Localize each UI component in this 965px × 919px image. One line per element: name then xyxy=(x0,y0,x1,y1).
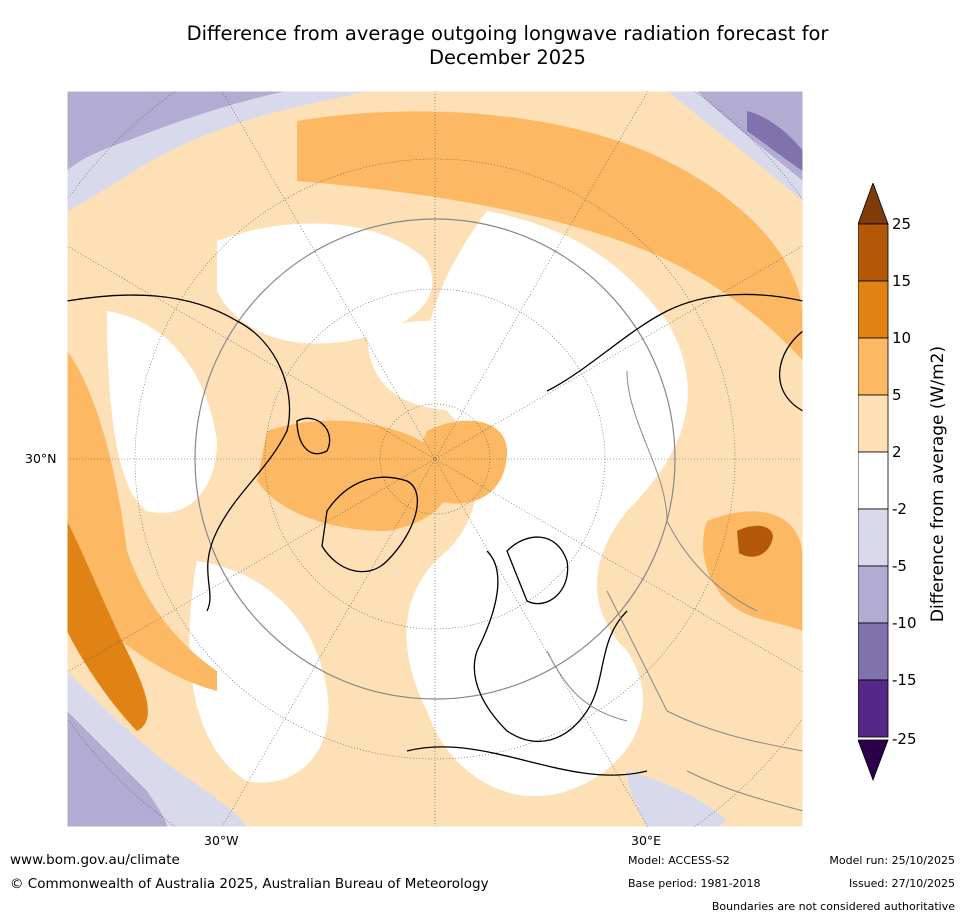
colorbar-segment-neg25-neg15 xyxy=(857,679,889,738)
anomaly-neg5-neg10-northwest xyxy=(67,91,287,171)
footer-copyright: © Commonwealth of Australia 2025, Austra… xyxy=(10,876,489,892)
footer-issued: Issued: 27/10/2025 xyxy=(848,877,955,890)
neutral-region-north-pacific xyxy=(217,223,433,344)
coastline-mediterranean xyxy=(406,746,648,776)
anomaly-5-10-asia xyxy=(703,511,803,631)
map-canvas xyxy=(67,91,803,827)
neutral-region-north-america xyxy=(107,311,217,513)
colorbar-segment-over xyxy=(857,181,889,225)
title-line-2: December 2025 xyxy=(429,46,586,69)
coastline-north-america xyxy=(67,294,291,612)
colorbar-title: Difference from average (W/m2) xyxy=(928,345,948,623)
anomaly-5-10-pacific-band xyxy=(297,111,803,361)
colorbar-tick: 5 xyxy=(892,386,902,404)
lat-label-30n: 30°N xyxy=(25,451,57,466)
colorbar-segment-neg5-neg2 xyxy=(857,508,889,567)
footer-base-period: Base period: 1981-2018 xyxy=(628,877,761,890)
coastline-greenland xyxy=(321,476,419,573)
colorbar-tick: -10 xyxy=(892,614,917,632)
colorbar-tick: 2 xyxy=(892,443,902,461)
lon-label-30e: 30°E xyxy=(631,833,662,848)
neutral-region-atlantic xyxy=(189,561,329,783)
map-title: Difference from average outgoing longwav… xyxy=(120,22,895,70)
footer-website: www.bom.gov.au/climate xyxy=(10,852,180,868)
colorbar-segment-neg2-2 xyxy=(857,451,889,510)
colorbar-tick: -25 xyxy=(892,730,917,748)
coastline-russia xyxy=(546,293,803,392)
neutral-region-arctic xyxy=(367,320,553,411)
colorbar-segment-under xyxy=(857,739,889,782)
colorbar-segment-2-5 xyxy=(857,394,889,453)
graticule xyxy=(67,91,803,827)
colorbar-svg xyxy=(857,181,889,782)
coastlines xyxy=(67,293,803,776)
footer-model-run: Model run: 25/10/2025 xyxy=(829,854,955,867)
colorbar-segment-15-25 xyxy=(857,223,889,282)
colorbar-segment-neg10-neg5 xyxy=(857,565,889,624)
anomaly-15-25-asia xyxy=(737,525,773,557)
colorbar-segment-neg15-neg10 xyxy=(857,622,889,681)
colorbar-tick: 10 xyxy=(892,329,912,347)
coastline-asia-east xyxy=(778,330,803,412)
polar-map xyxy=(67,91,803,827)
colorbar-segment-10-15 xyxy=(857,280,889,339)
anomaly-neg10-neg15-northeast xyxy=(747,111,803,171)
colorbar-tick: 25 xyxy=(892,215,912,233)
colorbar: 25 15 10 5 2 -2 -5 -10 -15 -25 xyxy=(857,181,958,783)
footer-model: Model: ACCESS-S2 xyxy=(628,854,730,867)
colorbar-tick: -15 xyxy=(892,671,917,689)
anomaly-neg2-neg5-southeast xyxy=(627,771,727,827)
anomaly-neg5-neg10-southwest xyxy=(67,711,167,827)
coastline-europe xyxy=(473,550,628,743)
coastline-scandinavia xyxy=(506,536,569,605)
colorbar-tick: -5 xyxy=(892,557,907,575)
colorbar-tick: -2 xyxy=(892,500,907,518)
colorbar-segment-5-10 xyxy=(857,337,889,396)
latitude-circle-30n xyxy=(194,218,676,700)
coastline-canadian-archipelago xyxy=(296,417,331,455)
colorbar-tick: 15 xyxy=(892,272,912,290)
country-boundaries xyxy=(546,370,803,812)
anomaly-10-15-pacific xyxy=(67,521,148,731)
anomaly-5-10-arctic-center xyxy=(420,420,507,504)
title-line-1: Difference from average outgoing longwav… xyxy=(186,22,829,45)
footer-disclaimer: Boundaries are not considered authoritat… xyxy=(711,900,955,913)
lon-label-30w: 30°W xyxy=(204,833,239,848)
